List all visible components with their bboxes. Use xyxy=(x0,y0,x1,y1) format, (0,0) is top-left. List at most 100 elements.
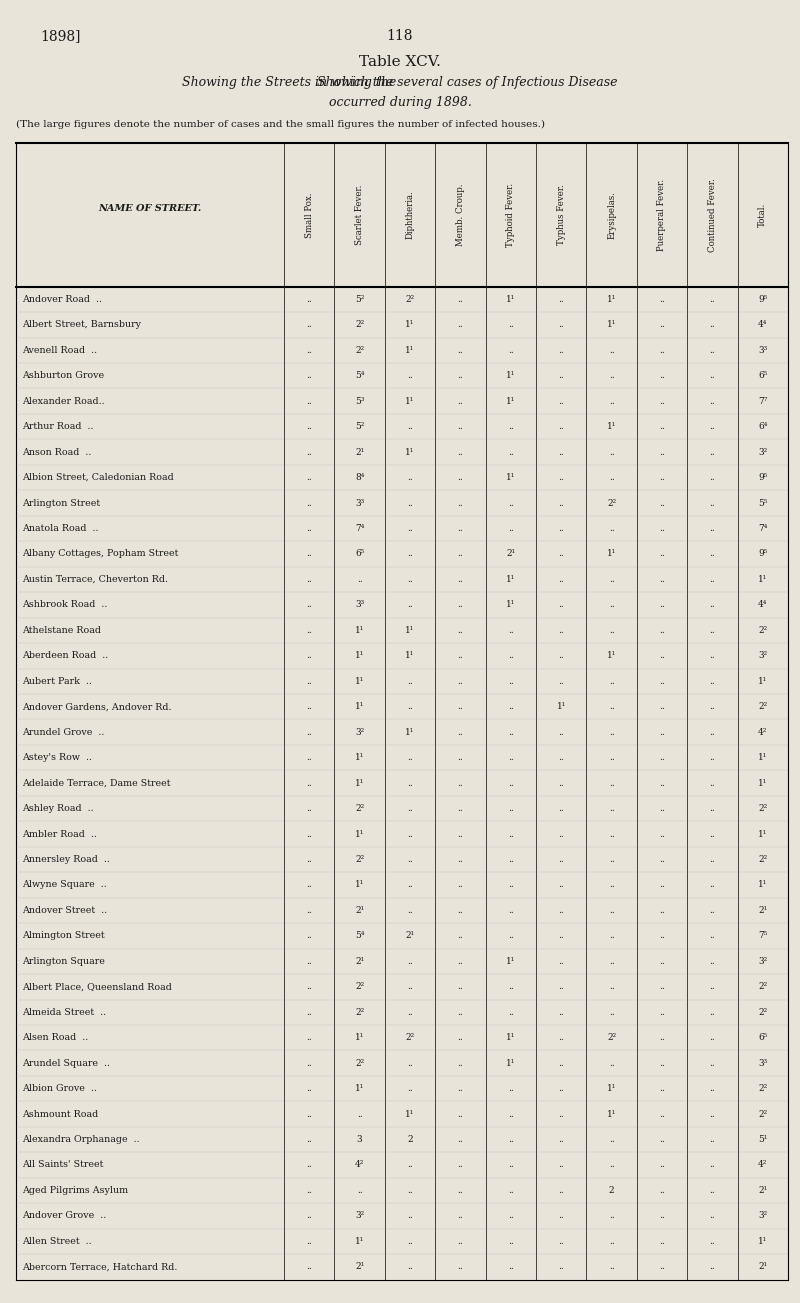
Text: ..: .. xyxy=(710,932,715,941)
Text: ..: .. xyxy=(508,855,514,864)
Text: ..: .. xyxy=(407,1263,413,1272)
Text: 2¹: 2¹ xyxy=(355,1263,364,1272)
Text: ..: .. xyxy=(659,906,665,915)
Text: ..: .. xyxy=(659,1007,665,1016)
Text: 1¹: 1¹ xyxy=(506,1033,515,1042)
Text: Aberdeen Road  ..: Aberdeen Road .. xyxy=(22,652,109,661)
Text: 2²: 2² xyxy=(758,982,767,992)
Text: ..: .. xyxy=(407,473,413,482)
Text: ..: .. xyxy=(306,625,312,635)
Text: Almeida Street  ..: Almeida Street .. xyxy=(22,1007,106,1016)
Text: 1¹: 1¹ xyxy=(506,575,515,584)
Text: ..: .. xyxy=(357,1186,362,1195)
Text: 9⁵: 9⁵ xyxy=(758,550,767,559)
Text: ..: .. xyxy=(508,881,514,890)
Text: ..: .. xyxy=(306,422,312,431)
Text: ..: .. xyxy=(458,855,463,864)
Text: ..: .. xyxy=(407,676,413,685)
Text: ..: .. xyxy=(306,753,312,762)
Text: (The large figures denote the number of cases and the small figures the number o: (The large figures denote the number of … xyxy=(16,120,545,129)
Text: ..: .. xyxy=(306,1263,312,1272)
Text: ..: .. xyxy=(659,753,665,762)
Text: ..: .. xyxy=(710,396,715,405)
Text: Albany Cottages, Popham Street: Albany Cottages, Popham Street xyxy=(22,550,178,559)
Text: ..: .. xyxy=(659,550,665,559)
Text: ..: .. xyxy=(407,855,413,864)
Text: ..: .. xyxy=(508,499,514,508)
Text: ..: .. xyxy=(306,727,312,736)
Text: ..: .. xyxy=(710,294,715,304)
Text: ..: .. xyxy=(710,321,715,330)
Text: ..: .. xyxy=(306,371,312,380)
Text: 1¹: 1¹ xyxy=(355,625,364,635)
Text: Arthur Road  ..: Arthur Road .. xyxy=(22,422,94,431)
Text: 1¹: 1¹ xyxy=(406,652,414,661)
Text: ..: .. xyxy=(710,676,715,685)
Text: Diphtheria.: Diphtheria. xyxy=(406,190,414,240)
Text: ..: .. xyxy=(558,575,564,584)
Text: Albion Street, Caledonian Road: Albion Street, Caledonian Road xyxy=(22,473,174,482)
Text: Arlington Street: Arlington Street xyxy=(22,499,101,508)
Text: 2²: 2² xyxy=(355,1058,364,1067)
Text: Typhoid Fever.: Typhoid Fever. xyxy=(506,182,515,248)
Text: 1¹: 1¹ xyxy=(506,473,515,482)
Text: ..: .. xyxy=(508,779,514,787)
Text: Puerperal Fever.: Puerperal Fever. xyxy=(658,179,666,251)
Text: ..: .. xyxy=(508,932,514,941)
Text: ..: .. xyxy=(710,1135,715,1144)
Text: Table XCV.: Table XCV. xyxy=(359,55,441,69)
Text: ..: .. xyxy=(508,1161,514,1170)
Text: ..: .. xyxy=(558,448,564,456)
Text: Abercorn Terrace, Hatchard Rd.: Abercorn Terrace, Hatchard Rd. xyxy=(22,1263,178,1272)
Text: ..: .. xyxy=(609,625,614,635)
Text: ..: .. xyxy=(659,830,665,839)
Text: ..: .. xyxy=(558,982,564,992)
Text: 1¹: 1¹ xyxy=(355,753,364,762)
Text: ..: .. xyxy=(609,906,614,915)
Text: ..: .. xyxy=(558,371,564,380)
Text: ..: .. xyxy=(508,727,514,736)
Text: ..: .. xyxy=(306,1186,312,1195)
Text: Andover Road  ..: Andover Road .. xyxy=(22,294,102,304)
Text: Total.: Total. xyxy=(758,203,767,227)
Text: ..: .. xyxy=(407,1058,413,1067)
Text: ..: .. xyxy=(458,499,463,508)
Text: ..: .. xyxy=(710,1161,715,1170)
Text: ..: .. xyxy=(508,906,514,915)
Text: 1¹: 1¹ xyxy=(406,345,414,354)
Text: ..: .. xyxy=(609,956,614,966)
Text: 2²: 2² xyxy=(355,1007,364,1016)
Text: ..: .. xyxy=(508,625,514,635)
Text: ..: .. xyxy=(508,1186,514,1195)
Text: ..: .. xyxy=(558,881,564,890)
Text: ..: .. xyxy=(659,345,665,354)
Text: ..: .. xyxy=(558,1135,564,1144)
Text: ..: .. xyxy=(357,575,362,584)
Text: 2²: 2² xyxy=(355,321,364,330)
Text: ..: .. xyxy=(710,422,715,431)
Text: 2²: 2² xyxy=(355,855,364,864)
Text: ..: .. xyxy=(508,1237,514,1246)
Text: ..: .. xyxy=(306,932,312,941)
Text: ..: .. xyxy=(407,1237,413,1246)
Text: ..: .. xyxy=(458,753,463,762)
Text: ..: .. xyxy=(659,473,665,482)
Text: 1¹: 1¹ xyxy=(506,1058,515,1067)
Text: ..: .. xyxy=(458,294,463,304)
Text: All Saints' Street: All Saints' Street xyxy=(22,1161,104,1170)
Text: ..: .. xyxy=(558,779,564,787)
Text: 5²: 5² xyxy=(355,422,364,431)
Text: ..: .. xyxy=(710,1212,715,1221)
Text: Aubert Park  ..: Aubert Park .. xyxy=(22,676,92,685)
Text: ..: .. xyxy=(306,956,312,966)
Text: 1¹: 1¹ xyxy=(607,652,616,661)
Text: ..: .. xyxy=(458,625,463,635)
Text: ..: .. xyxy=(357,1110,362,1118)
Text: ..: .. xyxy=(659,1033,665,1042)
Text: ..: .. xyxy=(558,1161,564,1170)
Text: ..: .. xyxy=(659,1058,665,1067)
Text: 2²: 2² xyxy=(406,294,414,304)
Text: ..: .. xyxy=(710,727,715,736)
Text: ..: .. xyxy=(306,676,312,685)
Text: ..: .. xyxy=(458,932,463,941)
